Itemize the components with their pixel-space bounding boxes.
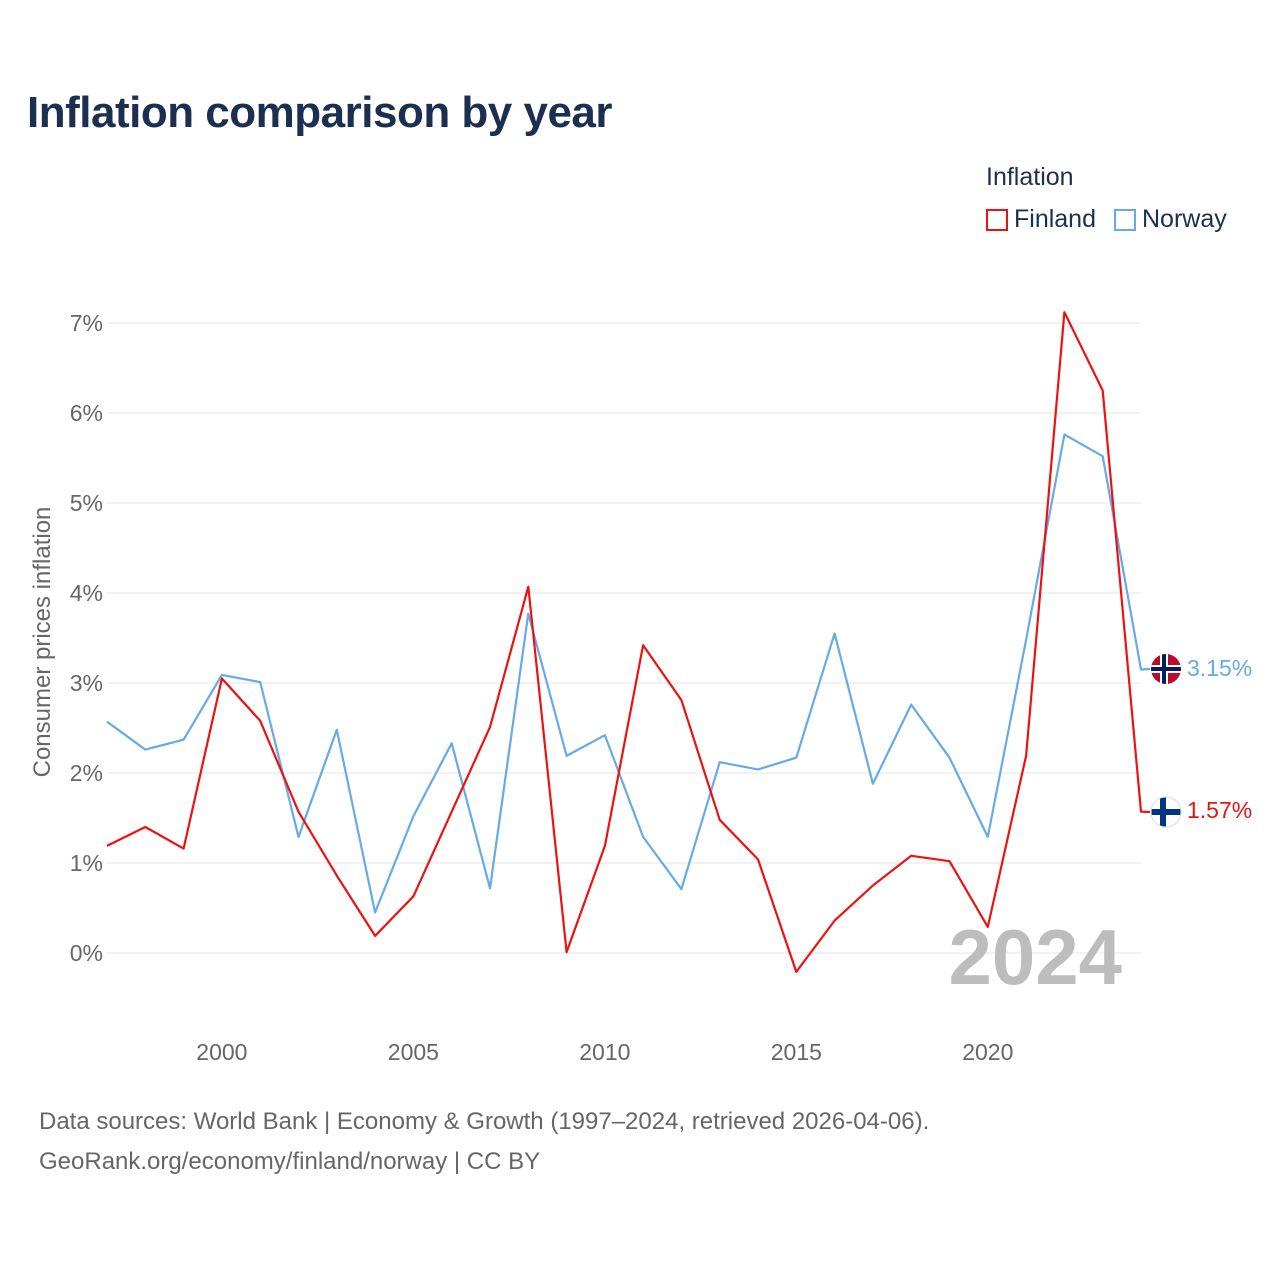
legend-title: Inflation xyxy=(986,163,1074,191)
year-watermark: 2024 xyxy=(948,913,1122,1001)
y-tick-label: 2% xyxy=(70,760,103,786)
chart-title: Inflation comparison by year xyxy=(27,88,613,137)
y-tick-label: 0% xyxy=(70,940,103,966)
x-tick-label: 2005 xyxy=(388,1039,439,1065)
legend-label-finland: Finland xyxy=(1014,205,1096,233)
series-line-finland xyxy=(106,311,1151,974)
legend-label-norway: Norway xyxy=(1142,205,1227,233)
y-tick-label: 7% xyxy=(70,310,103,336)
line-chart: 0% 1% 2% 3% 4% 5% 6% 7% 2000 2005 2010 2015 2020 Co… xyxy=(29,310,1252,1065)
finland-end-label: 1.57% xyxy=(1187,797,1252,823)
legend: Finland Norway xyxy=(986,205,1227,234)
legend-swatch-norway xyxy=(1114,208,1136,231)
y-axis-title: Consumer prices inflation xyxy=(29,507,56,778)
series-lines xyxy=(106,311,1151,974)
y-axis-ticks: 0% 1% 2% 3% 4% 5% 6% 7% xyxy=(70,310,103,966)
y-tick-label: 1% xyxy=(70,850,103,876)
gridlines xyxy=(107,322,1141,954)
series-line-norway xyxy=(106,433,1151,914)
x-tick-label: 2010 xyxy=(579,1039,630,1065)
legend-item-norway[interactable]: Norway xyxy=(1114,205,1227,234)
y-tick-label: 5% xyxy=(70,490,103,516)
finland-flag-border xyxy=(1150,796,1182,828)
x-axis-ticks: 2000 2005 2010 2015 2020 xyxy=(196,1039,1013,1065)
y-tick-label: 3% xyxy=(70,670,103,696)
x-tick-label: 2015 xyxy=(771,1039,822,1065)
footer-link: GeoRank.org/economy/finland/norway | CC … xyxy=(39,1148,541,1175)
legend-item-finland[interactable]: Finland xyxy=(986,205,1096,234)
finland-flag-icon xyxy=(1151,797,1181,827)
footer-source: Data sources: World Bank | Economy & Gro… xyxy=(39,1108,930,1135)
norway-flag-icon xyxy=(1151,654,1181,684)
y-tick-label: 4% xyxy=(70,580,103,606)
x-tick-label: 2020 xyxy=(962,1039,1013,1065)
legend-swatch-finland xyxy=(986,208,1008,231)
norway-end-label: 3.15% xyxy=(1187,655,1252,681)
y-tick-label: 6% xyxy=(70,400,103,426)
x-tick-label: 2000 xyxy=(196,1039,247,1065)
